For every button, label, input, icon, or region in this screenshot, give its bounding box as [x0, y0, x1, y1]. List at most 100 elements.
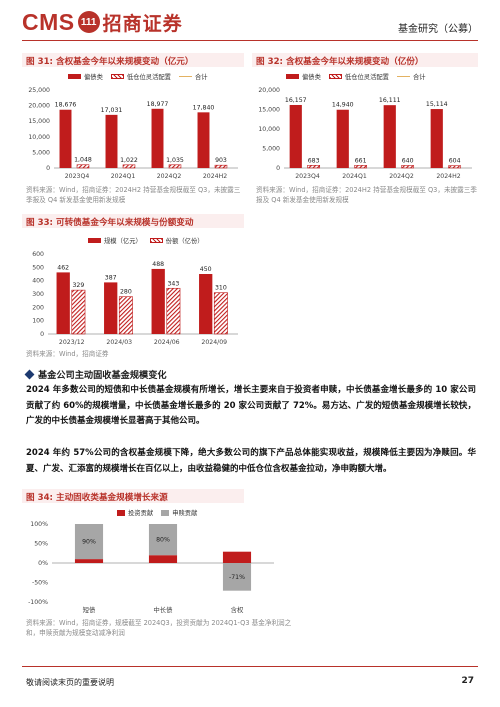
y-tick-label: 5,000	[32, 149, 50, 156]
y-tick-label: 50%	[34, 541, 48, 548]
fig33-legend-item: 规模（亿元）	[88, 236, 142, 245]
fig31-legend-item: 合计	[178, 72, 208, 81]
y-tick-label: 5,000	[262, 146, 280, 153]
fig32-title: 图 32: 含权基金今年以来规模变动（亿份）	[256, 55, 424, 67]
fig31-title-text: 含权基金今年以来规模变动（亿元）	[55, 57, 194, 67]
fig34-title-band	[22, 489, 244, 503]
data-label-series1: 18,977	[147, 101, 169, 108]
x-tick-label: 2024H2	[203, 173, 227, 180]
legend-swatch-line	[178, 75, 192, 78]
section-heading-text: 基金公司主动固收基金规模变化	[38, 370, 167, 381]
fig34-legend-item: 申赎贡献	[161, 508, 197, 517]
data-label-series2: 683	[308, 157, 320, 164]
legend-label: 低仓位灵活配置	[344, 74, 389, 81]
y-tick-label: 500	[32, 264, 44, 271]
bar-invest-contribution	[148, 555, 178, 563]
data-label-series1: 462	[57, 264, 69, 271]
fig31-legend-item: 偏债类	[68, 72, 103, 81]
bar-invest-contribution	[74, 559, 104, 563]
y-tick-label: 10,000	[258, 126, 280, 133]
bar-series2	[448, 165, 462, 169]
y-tick-label: 15,000	[28, 118, 50, 125]
fig33-title-text: 可转债基金今年以来规模与份额变动	[55, 218, 194, 228]
legend-label: 申赎贡献	[172, 510, 198, 517]
y-tick-label: 400	[32, 278, 44, 285]
legend-swatch-gray	[161, 509, 170, 516]
paragraph-1: 2024 年多数公司的短债和中长债基金规模有所增长，增长主要来自于投资者申赎，中…	[26, 385, 476, 426]
y-tick-label: 0	[40, 331, 44, 338]
data-label-series2: 310	[215, 285, 227, 292]
data-label-series2: 640	[402, 158, 414, 165]
bar-redemption-contribution	[74, 524, 104, 560]
bar-series1	[383, 105, 396, 168]
y-tick-label: 100	[32, 318, 44, 325]
legend-swatch-hatch	[328, 74, 342, 79]
data-label-series1: 14,940	[332, 102, 354, 109]
fig33-legend: 规模（亿元） 份额（亿份）	[88, 236, 204, 245]
bar-series2	[122, 164, 136, 169]
data-label: -71%	[229, 574, 245, 581]
y-tick-label: 25,000	[28, 87, 50, 94]
fig32-legend: 偏债类 低仓位灵活配置 合计	[286, 72, 426, 81]
logo-cn-text: 招商证券	[102, 12, 183, 35]
data-label-series2: 903	[215, 157, 227, 164]
y-tick-label: 15,000	[258, 107, 280, 114]
fig33-number: 图 33:	[26, 218, 53, 228]
x-tick-label: 2023Q4	[295, 173, 320, 180]
bar-series1	[430, 109, 443, 168]
y-tick-label: 20,000	[28, 103, 50, 110]
y-tick-label: -100%	[28, 599, 48, 606]
x-tick-label: 含权	[231, 605, 244, 614]
bar-series2	[214, 164, 228, 169]
fig31-number: 图 31:	[26, 57, 53, 67]
y-tick-label: 10,000	[28, 134, 50, 141]
data-label-series1: 17,031	[101, 107, 123, 114]
header-divider	[22, 40, 478, 41]
fig34-legend-item: 投资贡献	[117, 508, 153, 517]
fig34-chart: 100% 50% 0% -50% -100% 90% 短债 80% 中长债 -71% 含权	[28, 521, 274, 614]
legend-swatch-hatch	[149, 238, 163, 243]
fig32-source: 资料来源：Wind，招商证券：2024H2 持营基金规模截至 Q3，未披露三季报…	[256, 186, 477, 204]
data-label-series2: 329	[72, 282, 84, 289]
x-tick-label: 2023/12	[59, 339, 85, 346]
fig34-number: 图 34:	[26, 493, 53, 503]
data-label-series2: 280	[120, 289, 132, 296]
y-tick-label: 100%	[30, 521, 48, 528]
y-tick-label: 0	[46, 165, 50, 172]
fig32-chart: 20,000 15,000 10,000 5,000 0 16,157 683 2023Q4 1…	[258, 87, 472, 180]
report-category: 基金研究（公募）	[398, 24, 478, 35]
page-number: 27	[461, 676, 474, 686]
bar-series2	[118, 296, 133, 335]
bar-series2	[354, 165, 368, 169]
bar-series2	[76, 164, 90, 169]
fig31-source: 资料来源：Wind，招商证券：2024H2 持营基金规模截至 Q3，未披露三季报…	[26, 186, 241, 204]
bar-series2	[71, 289, 86, 335]
legend-label: 偏债类	[84, 74, 103, 81]
data-label-series2: 1,035	[166, 157, 184, 164]
fig32-legend-item: 低仓位灵活配置	[328, 72, 389, 81]
bar-series2	[307, 165, 321, 169]
data-label-series2: 661	[355, 157, 367, 164]
y-tick-label: 20,000	[258, 87, 280, 94]
bar-series2	[401, 165, 415, 169]
fig33-title-band	[22, 214, 244, 228]
y-tick-label: 300	[32, 291, 44, 298]
fig32-number: 图 32:	[256, 57, 283, 67]
y-tick-label: 0%	[38, 560, 48, 567]
bar-series2	[168, 164, 182, 169]
y-tick-label: 0	[276, 165, 280, 172]
bar-series1	[151, 108, 164, 168]
fig31-legend-item: 低仓位灵活配置	[110, 72, 171, 81]
legend-label: 合计	[412, 74, 426, 81]
x-tick-label: 2024/09	[201, 339, 227, 346]
legend-label: 规模（亿元）	[104, 238, 142, 245]
fig31-title: 图 31: 含权基金今年以来规模变动（亿元）	[26, 55, 194, 67]
bar-series1	[199, 274, 213, 334]
fig33-chart: 600 500 400 300 200 100 0 462 329 2023/12 387 280 20…	[32, 251, 238, 346]
data-label-series1: 450	[200, 266, 212, 273]
bar-invest-contribution	[222, 551, 252, 563]
data-label-series1: 17,840	[193, 104, 215, 111]
legend-swatch-line	[396, 75, 410, 78]
footer-divider	[22, 666, 478, 667]
fig31-title-band	[22, 53, 244, 67]
